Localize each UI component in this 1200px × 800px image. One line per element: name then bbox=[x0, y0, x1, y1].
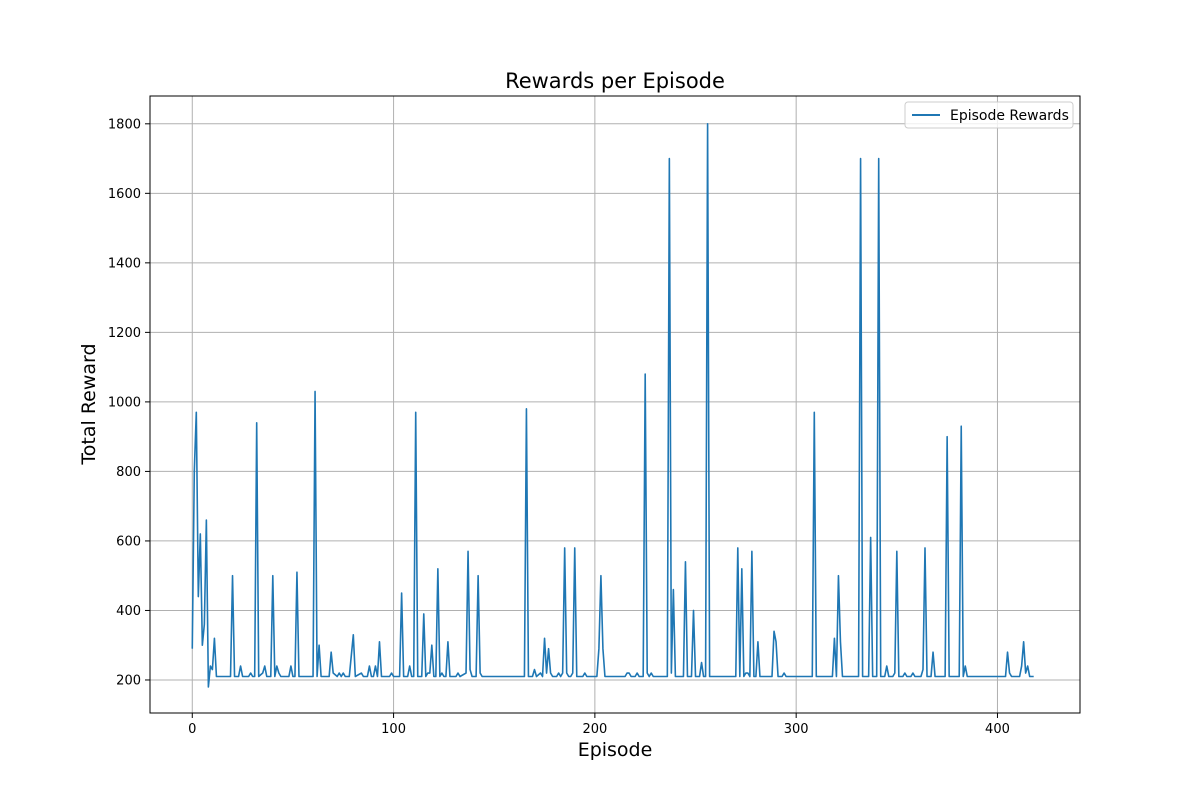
x-tick-label: 300 bbox=[784, 722, 809, 737]
y-tick-label: 1200 bbox=[108, 326, 141, 341]
x-axis-title: Episode bbox=[578, 739, 653, 761]
y-tick-label: 200 bbox=[116, 673, 141, 688]
series-line-episode-rewards bbox=[191, 123, 1034, 688]
x-tick-label: 400 bbox=[985, 722, 1010, 737]
series-layer bbox=[191, 123, 1034, 688]
y-tick-label: 400 bbox=[116, 604, 141, 619]
y-tick-label: 1600 bbox=[108, 187, 141, 202]
plot-area-frame bbox=[149, 95, 1081, 714]
y-tick-label: 1400 bbox=[108, 256, 141, 271]
y-tick-label: 1000 bbox=[108, 395, 141, 410]
y-tick-label: 1800 bbox=[108, 117, 141, 132]
y-axis-title: Total Reward bbox=[78, 343, 100, 465]
grid bbox=[150, 96, 1080, 713]
x-tick-label: 100 bbox=[381, 722, 406, 737]
legend-frame bbox=[904, 101, 1074, 129]
legend: Episode Rewards bbox=[904, 101, 1074, 129]
x-tick-label: 200 bbox=[582, 722, 607, 737]
axis-ticks: 0 100 200 300 400 200 400 600 800 1000 1200 1400 160… bbox=[108, 117, 1010, 737]
y-tick-label: 800 bbox=[116, 465, 141, 480]
x-tick-label: 0 bbox=[188, 722, 196, 737]
legend-label-episode-rewards: Episode Rewards bbox=[950, 108, 1069, 124]
y-tick-label: 600 bbox=[116, 534, 141, 549]
chart-title: Rewards per Episode bbox=[505, 69, 725, 93]
